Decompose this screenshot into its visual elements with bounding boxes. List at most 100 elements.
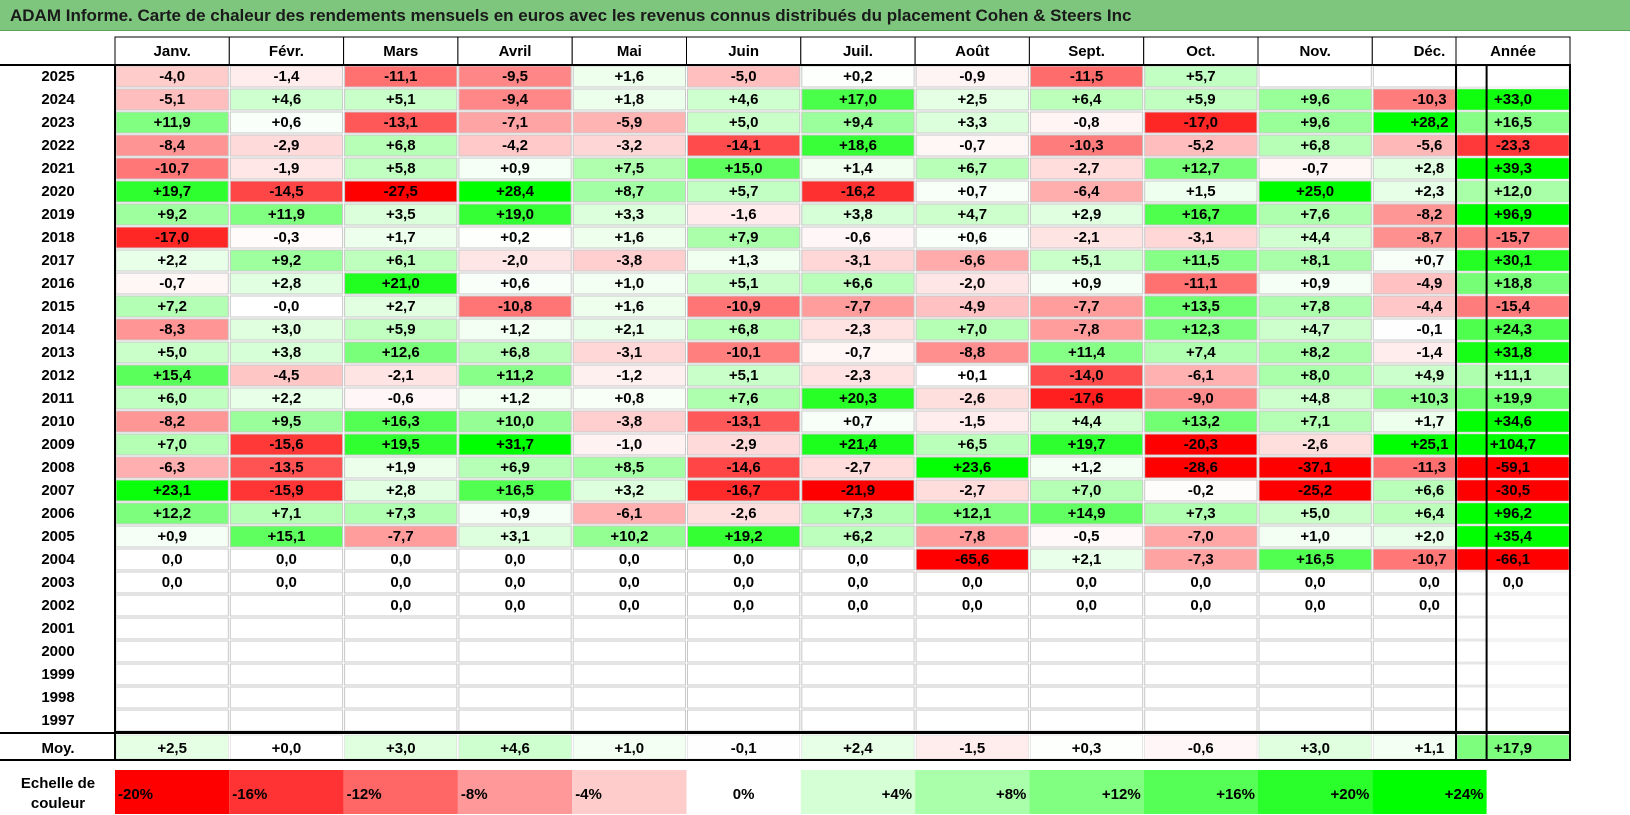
cell-value: -0,7 [959, 137, 985, 154]
annual-value: +39,3 [1494, 160, 1532, 177]
cell-value: +1,6 [615, 298, 645, 315]
cell-value: +28,2 [1410, 114, 1448, 131]
heat-cell [458, 525, 572, 548]
cell-value: -7,7 [1074, 298, 1100, 315]
heat-cell [229, 157, 344, 180]
heat-cell [687, 525, 801, 548]
heat-cell [1144, 272, 1258, 295]
annual-value: +30,1 [1494, 252, 1532, 269]
heat-cell [915, 617, 1029, 640]
cell-value: +7,8 [1300, 298, 1330, 315]
cell-value: +6,4 [1415, 505, 1445, 522]
cell-value: -4,9 [1417, 275, 1443, 292]
cell-value: -2,9 [274, 137, 300, 154]
heat-cell [1144, 387, 1258, 410]
heat-cell [1258, 548, 1372, 571]
cell-value: -65,6 [955, 551, 989, 568]
annual-value: +34,6 [1494, 413, 1532, 430]
annual-cell [1456, 686, 1570, 709]
cell-value: +6,8 [1300, 137, 1330, 154]
cell-value: -8,2 [1417, 206, 1443, 223]
heat-cell [801, 548, 915, 571]
heat-cell [1029, 502, 1144, 525]
heat-cell [801, 433, 915, 456]
cell-value: +0,2 [500, 229, 530, 246]
heat-cell [801, 88, 915, 111]
heat-cell [915, 640, 1029, 663]
heat-cell [687, 272, 801, 295]
heat-cell [915, 456, 1029, 479]
heat-cell [1029, 387, 1144, 410]
cell-value: +18,6 [839, 137, 877, 154]
average-label: Moy. [41, 740, 74, 757]
cell-value: -1,4 [1417, 344, 1444, 361]
cell-value: -3,1 [845, 252, 871, 269]
cell-value: -7,8 [959, 528, 985, 545]
cell-value: -6,1 [616, 505, 642, 522]
heat-cell [801, 502, 915, 525]
year-label: 2017 [41, 252, 74, 269]
heat-cell [458, 502, 572, 525]
heat-cell [229, 203, 344, 226]
heat-cell [344, 640, 458, 663]
heat-cell [801, 571, 915, 594]
heat-cell [344, 410, 458, 433]
cell-value: +2,8 [386, 482, 416, 499]
cell-value: -7,8 [1074, 321, 1100, 338]
cell-value: +6,9 [500, 459, 530, 476]
heat-cell [229, 226, 344, 249]
cell-value: +1,0 [1300, 528, 1330, 545]
cell-value: +0,9 [500, 505, 530, 522]
cell-value: -25,2 [1298, 482, 1332, 499]
cell-value: -1,5 [959, 413, 985, 430]
heat-cell [344, 134, 458, 157]
heat-cell [915, 272, 1029, 295]
cell-value: -0,6 [845, 229, 871, 246]
heat-cell [458, 709, 572, 732]
scale-swatch [800, 770, 916, 814]
cell-value: +25,1 [1410, 436, 1448, 453]
heat-cell [1258, 387, 1372, 410]
heat-cell [229, 341, 344, 364]
cell-value: +10,0 [496, 413, 534, 430]
heat-cell [1258, 663, 1372, 686]
cell-value: -0,6 [388, 390, 414, 407]
heat-cell [1144, 594, 1258, 617]
heat-cell [572, 640, 687, 663]
cell-value: +9,4 [843, 114, 873, 131]
cell-value: -8,2 [159, 413, 185, 430]
year-label: 2004 [41, 551, 75, 568]
cell-value: -4,0 [159, 68, 185, 85]
scale-swatch [343, 770, 458, 814]
cell-value: +6,8 [500, 344, 530, 361]
cell-value: +12,6 [382, 344, 420, 361]
year-label: 2015 [41, 298, 74, 315]
cell-value: +31,7 [496, 436, 534, 453]
cell-value: +9,5 [272, 413, 302, 430]
heat-cell [1258, 571, 1372, 594]
heat-cell [572, 364, 687, 387]
heat-cell [572, 410, 687, 433]
cell-value: -0,2 [1188, 482, 1214, 499]
heat-cell [572, 686, 687, 709]
heat-cell [1144, 617, 1258, 640]
cell-value: -0,3 [274, 229, 300, 246]
cell-value: +1,4 [843, 160, 873, 177]
cell-value: +9,2 [272, 252, 302, 269]
cell-value: +12,2 [153, 505, 191, 522]
heat-cell [1029, 364, 1144, 387]
cell-value: -10,9 [727, 298, 761, 315]
heat-cell [1258, 594, 1372, 617]
scale-label: -20% [118, 786, 153, 803]
cell-value: -4,5 [274, 367, 300, 384]
cell-value: +7,0 [957, 321, 987, 338]
heat-cell [915, 111, 1029, 134]
heat-cell [115, 640, 229, 663]
heat-cell [915, 295, 1029, 318]
heat-cell [229, 387, 344, 410]
heat-cell [572, 433, 687, 456]
month-header: Sept. [1068, 43, 1105, 60]
heat-cell [1144, 318, 1258, 341]
average-cell [1144, 734, 1258, 760]
month-header-cell [571, 36, 688, 66]
